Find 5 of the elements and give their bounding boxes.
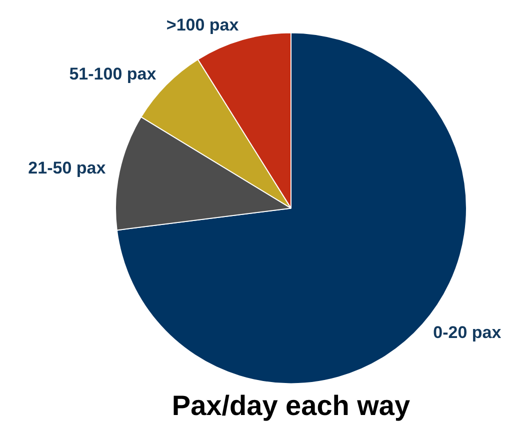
slice-label: 51-100 pax: [69, 64, 157, 84]
slice-label: 21-50 pax: [28, 158, 106, 178]
text: Pax/day each way: [172, 390, 410, 421]
slice-label: 0-20 pax: [433, 323, 502, 342]
slice-label: >100 pax: [166, 16, 240, 35]
